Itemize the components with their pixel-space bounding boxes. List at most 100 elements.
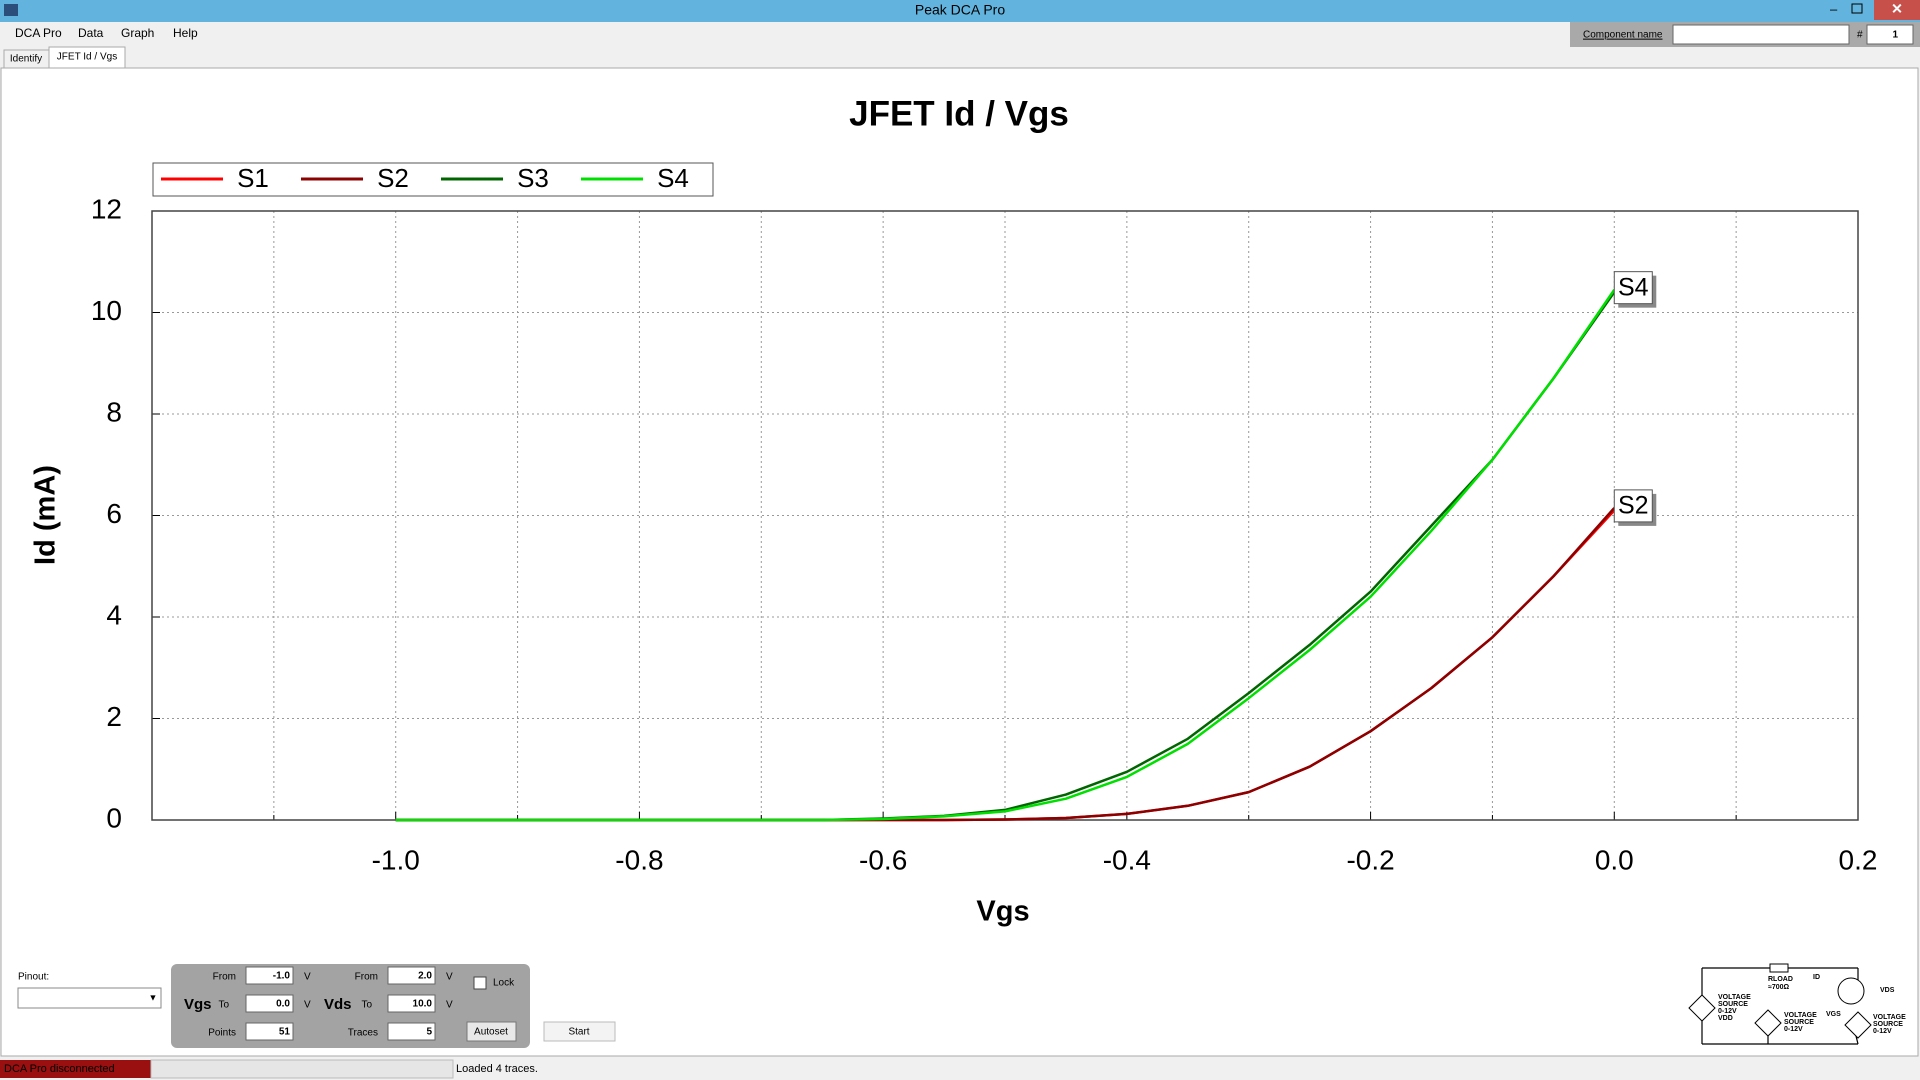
y-tick-label: 10 <box>91 295 122 326</box>
input-value: 51 <box>279 1027 291 1038</box>
start-button[interactable] <box>543 1021 616 1042</box>
sweep-controls: From -1.0 V Vgs To 0.0 V Points 51 From 2.0 V Vds To 1… <box>184 966 517 1042</box>
x-axis-label: Vgs <box>976 896 1029 928</box>
close[interactable] <box>1874 0 1920 20</box>
chart-panel <box>0 67 1919 1057</box>
x-tick-label: -0.6 <box>859 844 907 875</box>
circuit-label: SOURCE <box>1873 1021 1903 1028</box>
app-icon <box>4 4 18 16</box>
control-label: From <box>213 972 236 983</box>
title-bar <box>0 0 1920 22</box>
y-tick-label: 6 <box>106 498 122 529</box>
close-icon: ✕ <box>1891 1 1903 17</box>
tab-label: Identify <box>10 54 42 65</box>
control-label: V <box>446 972 453 983</box>
menu-item[interactable]: Data <box>78 26 104 40</box>
annotation-label: S4 <box>1618 273 1649 301</box>
dropdown-arrow: ▼ <box>149 992 158 1002</box>
connection-status <box>0 1060 151 1078</box>
circuit-label: RLOAD <box>1768 976 1793 983</box>
component-input[interactable] <box>1672 24 1850 45</box>
tab-label: JFET Id / Vgs <box>57 52 117 63</box>
window-title: Peak DCA Pro <box>915 2 1005 18</box>
text-input[interactable] <box>245 966 294 985</box>
control-label: Vgs <box>184 996 212 1013</box>
source-diamond <box>1754 1009 1782 1037</box>
connection-text: DCA Pro disconnected <box>4 1063 115 1075</box>
control-label: V <box>304 972 311 983</box>
circuit-label: VOLTAGE <box>1873 1014 1906 1021</box>
input-value: 2.0 <box>418 971 432 982</box>
x-tick-label: 0.2 <box>1839 844 1878 875</box>
text-input[interactable] <box>387 994 436 1013</box>
control-label: Autoset <box>474 1027 508 1038</box>
control-label: From <box>355 972 378 983</box>
annotation-box <box>1613 271 1653 305</box>
y-axis-label: Id (mA) <box>30 465 62 565</box>
control-label: To <box>361 1000 372 1011</box>
status-bar <box>0 1058 1920 1080</box>
control-label: V <box>304 1000 311 1011</box>
circuit-label: VGS <box>1826 1011 1841 1018</box>
circuit-label: 0-12V <box>1873 1028 1892 1035</box>
resistor <box>1769 963 1789 973</box>
input-value: 5 <box>426 1027 432 1038</box>
y-tick-label: 4 <box>106 599 122 630</box>
legend-label: S4 <box>657 163 689 193</box>
y-tick-label: 12 <box>91 193 122 224</box>
text-input[interactable] <box>387 1022 436 1041</box>
text-input[interactable] <box>245 994 294 1013</box>
y-tick-label: 2 <box>106 701 122 732</box>
menu-bar: DCA Pro Data Graph Help <box>15 26 198 40</box>
series-line <box>395 288 1616 822</box>
x-tick-label: -0.4 <box>1103 844 1151 875</box>
circuit-label: 0-12V <box>1718 1008 1737 1015</box>
number-value: 1 <box>1892 30 1898 41</box>
text-input[interactable] <box>245 1022 294 1041</box>
lock-checkbox[interactable] <box>473 976 487 990</box>
menu-item[interactable]: Graph <box>121 26 154 40</box>
circuit-label: VOLTAGE <box>1718 994 1751 1001</box>
minimize[interactable]: – <box>1830 1 1838 16</box>
input-value: 10.0 <box>413 999 433 1010</box>
jfet <box>1837 977 1865 1005</box>
input-value: -1.0 <box>273 971 291 982</box>
text-input[interactable] <box>387 966 436 985</box>
circuit-label: ID <box>1813 974 1820 981</box>
legend-label: S2 <box>377 163 409 193</box>
autoset-button[interactable] <box>466 1021 517 1042</box>
control-label: V <box>446 1000 453 1011</box>
legend-label: S1 <box>237 163 269 193</box>
circuit-label: 0-12V <box>1784 1026 1803 1033</box>
progress-bar <box>150 1059 454 1079</box>
start-label: Start <box>568 1027 589 1038</box>
control-label: To <box>218 1000 229 1011</box>
y-tick-label: 0 <box>106 802 122 833</box>
x-tick-label: -0.8 <box>615 844 663 875</box>
circuit-label: VDD <box>1718 1015 1733 1022</box>
control-label: Traces <box>348 1028 378 1039</box>
x-tick-label: -0.2 <box>1346 844 1394 875</box>
control-label: Vds <box>324 996 352 1013</box>
number-spinner[interactable] <box>1866 24 1914 45</box>
pinout-label: Pinout: <box>18 972 49 983</box>
x-tick-label: -1.0 <box>372 844 420 875</box>
menu-item[interactable]: DCA Pro <box>15 26 62 40</box>
status-message: Loaded 4 traces. <box>456 1063 538 1075</box>
circuit-label: SOURCE <box>1718 1001 1748 1008</box>
circuit-label: VDS <box>1880 987 1895 994</box>
source-diamond <box>1844 1011 1872 1039</box>
menu-item[interactable]: Help <box>173 26 198 40</box>
chart: JFET Id / Vgs Vgs Id (mA) -1.0 -0.8 -0.6 -0.4 -… <box>30 94 1878 927</box>
circuit-label: SOURCE <box>1784 1019 1814 1026</box>
annotation-label: S2 <box>1618 491 1649 519</box>
number-label: # <box>1857 30 1863 41</box>
restore[interactable] <box>1851 3 1863 14</box>
source-diamond <box>1688 994 1716 1022</box>
circuit-label: ≈700Ω <box>1768 984 1790 991</box>
control-label: Lock <box>493 978 515 989</box>
pinout-dropdown[interactable] <box>17 987 162 1009</box>
input-value: 0.0 <box>276 999 290 1010</box>
